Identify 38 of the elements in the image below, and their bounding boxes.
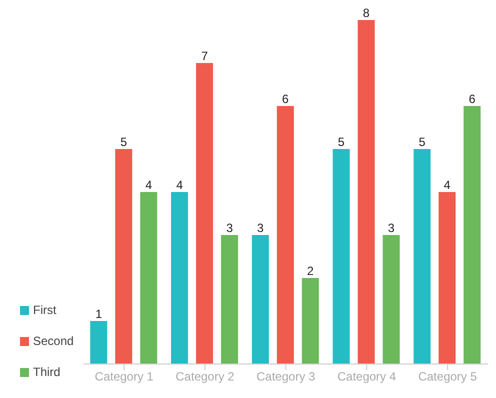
legend-label: Third [33, 365, 60, 379]
x-tick-label: Category 1 [94, 370, 154, 384]
x-tick-label: Category 5 [418, 370, 478, 384]
bar [302, 278, 319, 364]
data-label: 8 [362, 6, 370, 20]
bar [90, 321, 108, 364]
data-label: 4 [176, 178, 184, 192]
bar [115, 149, 132, 364]
data-label: 3 [388, 221, 395, 235]
bar [221, 235, 238, 364]
x-tick-label: Category 2 [176, 370, 235, 384]
bar [140, 192, 158, 364]
data-label: 6 [282, 92, 290, 106]
bar [382, 235, 400, 364]
data-label: 1 [95, 307, 102, 321]
bar [414, 149, 431, 364]
data-label: 5 [418, 135, 426, 149]
bar [196, 63, 214, 364]
x-tick-label: Category 4 [337, 370, 396, 384]
bar [358, 20, 375, 364]
bar [438, 192, 456, 364]
legend-label: Second [33, 334, 74, 348]
data-label: 2 [307, 264, 314, 278]
data-label: 3 [257, 221, 264, 235]
data-label: 7 [201, 49, 208, 63]
data-label: 3 [226, 221, 234, 235]
data-label: 4 [444, 178, 451, 192]
data-label: 6 [468, 92, 476, 106]
bar [276, 106, 294, 364]
bar [252, 235, 269, 364]
x-tick-label: Category 3 [256, 370, 316, 384]
bar [171, 192, 188, 364]
data-label: 5 [338, 135, 345, 149]
bar [464, 106, 481, 364]
bar [332, 149, 350, 364]
data-label: 4 [145, 178, 152, 192]
legend-label: First [33, 303, 56, 317]
data-label: 5 [120, 135, 128, 149]
